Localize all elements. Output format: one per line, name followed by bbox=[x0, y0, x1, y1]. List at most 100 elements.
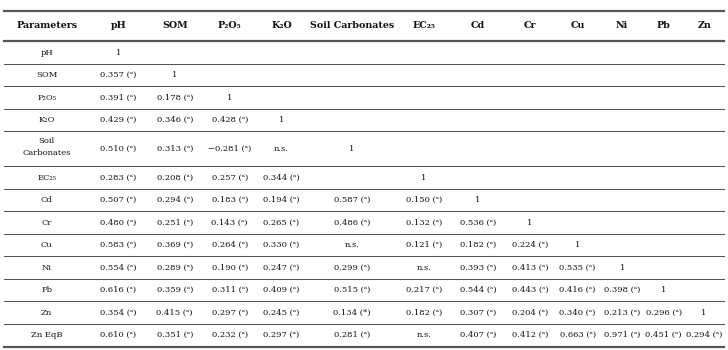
Text: n.s.: n.s. bbox=[416, 331, 432, 339]
Text: 0.150 (ᵃ): 0.150 (ᵃ) bbox=[406, 196, 443, 204]
Text: Cu: Cu bbox=[571, 21, 585, 30]
Text: 0.536 (ᵃ): 0.536 (ᵃ) bbox=[460, 219, 496, 226]
Text: 0.224 (ᵃ): 0.224 (ᵃ) bbox=[512, 241, 548, 249]
Text: 0.297 (ᵃ): 0.297 (ᵃ) bbox=[212, 309, 248, 317]
Text: 0.480 (ᵃ): 0.480 (ᵃ) bbox=[100, 219, 136, 226]
Text: Cr: Cr bbox=[41, 219, 52, 226]
Text: Pb: Pb bbox=[41, 286, 52, 294]
Text: 0.204 (ᵃ): 0.204 (ᵃ) bbox=[512, 309, 548, 317]
Text: 0.251 (ᵃ): 0.251 (ᵃ) bbox=[157, 219, 193, 226]
Text: 1: 1 bbox=[475, 196, 480, 204]
Text: 0.443 (ᵃ): 0.443 (ᵃ) bbox=[512, 286, 548, 294]
Text: 0.486 (ᵃ): 0.486 (ᵃ) bbox=[334, 219, 371, 226]
Text: Zn EqB: Zn EqB bbox=[31, 331, 63, 339]
Text: 0.451 (ᵃ): 0.451 (ᵃ) bbox=[646, 331, 682, 339]
Text: Cd: Cd bbox=[41, 196, 52, 204]
Text: 0.245 (ᵃ): 0.245 (ᵃ) bbox=[264, 309, 300, 317]
Text: 0.391 (ᵃ): 0.391 (ᵃ) bbox=[100, 93, 136, 101]
Text: 0.340 (ᵃ): 0.340 (ᵃ) bbox=[559, 309, 596, 317]
Text: 0.307 (ᵃ): 0.307 (ᵃ) bbox=[460, 309, 496, 317]
Text: Zn: Zn bbox=[41, 309, 52, 317]
Text: Carbonates: Carbonates bbox=[23, 149, 71, 157]
Text: EC₂₅: EC₂₅ bbox=[413, 21, 435, 30]
Text: 0.510 (ᵃ): 0.510 (ᵃ) bbox=[100, 145, 136, 153]
Text: 0.297 (ᵃ): 0.297 (ᵃ) bbox=[264, 331, 300, 339]
Text: 1: 1 bbox=[422, 174, 427, 182]
Text: 0.354 (ᵃ): 0.354 (ᵃ) bbox=[100, 309, 136, 317]
Text: 0.610 (ᵃ): 0.610 (ᵃ) bbox=[100, 331, 136, 339]
Text: Soil Carbonates: Soil Carbonates bbox=[310, 21, 394, 30]
Text: pH: pH bbox=[40, 49, 53, 57]
Text: Pb: Pb bbox=[657, 21, 670, 30]
Text: K₂O: K₂O bbox=[272, 21, 292, 30]
Text: 0.264 (ᵃ): 0.264 (ᵃ) bbox=[212, 241, 248, 249]
Text: Soil: Soil bbox=[39, 137, 55, 145]
Text: Cr: Cr bbox=[523, 21, 536, 30]
Text: 0.294 (ᵃ): 0.294 (ᵃ) bbox=[686, 331, 722, 339]
Text: 0.393 (ᵃ): 0.393 (ᵃ) bbox=[460, 264, 496, 272]
Text: 1: 1 bbox=[172, 71, 178, 79]
Text: 0.428 (ᵃ): 0.428 (ᵃ) bbox=[212, 116, 248, 124]
Text: 0.232 (ᵃ): 0.232 (ᵃ) bbox=[212, 331, 248, 339]
Text: 0.296 (ᵃ): 0.296 (ᵃ) bbox=[646, 309, 681, 317]
Text: 0.134 (*): 0.134 (*) bbox=[333, 309, 371, 317]
Text: 1: 1 bbox=[575, 241, 580, 249]
Text: 0.587 (ᵃ): 0.587 (ᵃ) bbox=[334, 196, 371, 204]
Text: 0.190 (ᵃ): 0.190 (ᵃ) bbox=[212, 264, 248, 272]
Text: 0.554 (ᵃ): 0.554 (ᵃ) bbox=[100, 264, 136, 272]
Text: 0.283 (ᵃ): 0.283 (ᵃ) bbox=[100, 174, 136, 182]
Text: n.s.: n.s. bbox=[274, 145, 289, 153]
Text: 0.971 (ᵃ): 0.971 (ᵃ) bbox=[604, 331, 641, 339]
Text: P₂O₅: P₂O₅ bbox=[218, 21, 242, 30]
Text: 0.257 (ᵃ): 0.257 (ᵃ) bbox=[212, 174, 248, 182]
Text: Ni: Ni bbox=[41, 264, 52, 272]
Text: 0.535 (ᵃ): 0.535 (ᵃ) bbox=[559, 264, 596, 272]
Text: 0.357 (ᵃ): 0.357 (ᵃ) bbox=[100, 71, 136, 79]
Text: 0.344 (ᵃ): 0.344 (ᵃ) bbox=[264, 174, 300, 182]
Text: 0.346 (ᵃ): 0.346 (ᵃ) bbox=[157, 116, 193, 124]
Text: 0.398 (ᵃ): 0.398 (ᵃ) bbox=[604, 286, 641, 294]
Text: Parameters: Parameters bbox=[16, 21, 77, 30]
Text: n.s.: n.s. bbox=[416, 264, 432, 272]
Text: 1: 1 bbox=[661, 286, 666, 294]
Text: 1: 1 bbox=[349, 145, 355, 153]
Text: 1: 1 bbox=[227, 93, 232, 101]
Text: 0.413 (ᵃ): 0.413 (ᵃ) bbox=[512, 264, 548, 272]
Text: 0.359 (ᵃ): 0.359 (ᵃ) bbox=[157, 286, 193, 294]
Text: 0.616 (ᵃ): 0.616 (ᵃ) bbox=[100, 286, 136, 294]
Text: 0.265 (ᵃ): 0.265 (ᵃ) bbox=[264, 219, 300, 226]
Text: P₂O₅: P₂O₅ bbox=[37, 93, 56, 101]
Text: 0.183 (ᵃ): 0.183 (ᵃ) bbox=[212, 196, 248, 204]
Text: 0.247 (ᵃ): 0.247 (ᵃ) bbox=[264, 264, 300, 272]
Text: 0.544 (ᵃ): 0.544 (ᵃ) bbox=[460, 286, 496, 294]
Text: 0.663 (ᵃ): 0.663 (ᵃ) bbox=[560, 331, 596, 339]
Text: 0.412 (ᵃ): 0.412 (ᵃ) bbox=[512, 331, 548, 339]
Text: Cu: Cu bbox=[41, 241, 52, 249]
Text: 1: 1 bbox=[702, 309, 707, 317]
Text: 0.351 (ᵃ): 0.351 (ᵃ) bbox=[157, 331, 193, 339]
Text: 0.311 (ᵃ): 0.311 (ᵃ) bbox=[212, 286, 248, 294]
Text: SOM: SOM bbox=[36, 71, 58, 79]
Text: −0.281 (ᵃ): −0.281 (ᵃ) bbox=[208, 145, 251, 153]
Text: pH: pH bbox=[111, 21, 126, 30]
Text: Cd: Cd bbox=[471, 21, 485, 30]
Text: 1: 1 bbox=[527, 219, 533, 226]
Text: 0.369 (ᵃ): 0.369 (ᵃ) bbox=[157, 241, 193, 249]
Text: 0.299 (ᵃ): 0.299 (ᵃ) bbox=[334, 264, 371, 272]
Text: n.s.: n.s. bbox=[344, 241, 360, 249]
Text: 0.507 (ᵃ): 0.507 (ᵃ) bbox=[100, 196, 136, 204]
Text: 0.294 (ᵃ): 0.294 (ᵃ) bbox=[157, 196, 193, 204]
Text: 0.407 (ᵃ): 0.407 (ᵃ) bbox=[460, 331, 496, 339]
Text: 0.429 (ᵃ): 0.429 (ᵃ) bbox=[100, 116, 136, 124]
Text: 0.415 (ᵃ): 0.415 (ᵃ) bbox=[157, 309, 193, 317]
Text: 0.213 (ᵃ): 0.213 (ᵃ) bbox=[604, 309, 641, 317]
Text: 0.194 (ᵃ): 0.194 (ᵃ) bbox=[264, 196, 300, 204]
Text: K₂O: K₂O bbox=[39, 116, 55, 124]
Text: SOM: SOM bbox=[162, 21, 188, 30]
Text: Zn: Zn bbox=[697, 21, 711, 30]
Text: Ni: Ni bbox=[616, 21, 628, 30]
Text: 0.143 (ᵃ): 0.143 (ᵃ) bbox=[211, 219, 248, 226]
Text: 1: 1 bbox=[620, 264, 625, 272]
Text: 0.132 (ᵃ): 0.132 (ᵃ) bbox=[406, 219, 443, 226]
Text: 0.182 (ᵃ): 0.182 (ᵃ) bbox=[460, 241, 496, 249]
